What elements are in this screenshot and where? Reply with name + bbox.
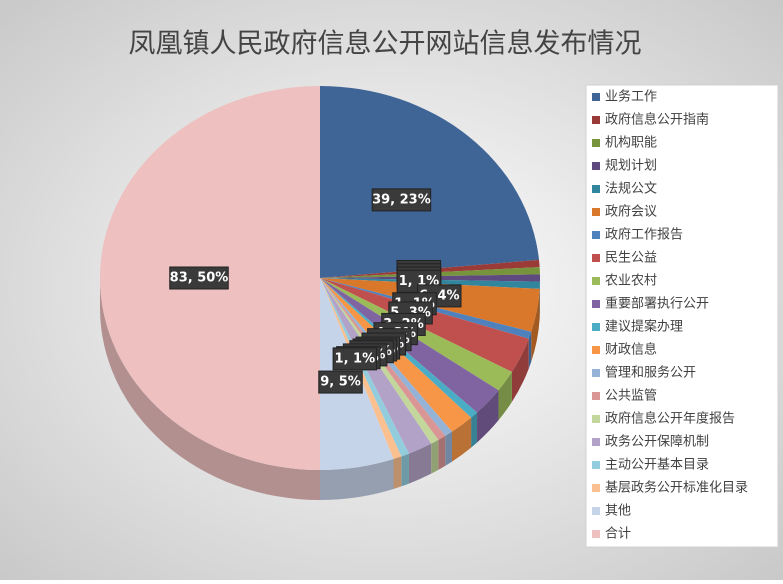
legend-swatch — [592, 277, 600, 285]
legend-swatch — [592, 461, 600, 469]
legend-label: 政府会议 — [605, 205, 657, 220]
legend-swatch — [592, 530, 600, 538]
legend-swatch — [592, 323, 600, 331]
data-label: 83, 50% — [170, 271, 229, 286]
data-label-group: 1, 1% — [333, 348, 377, 370]
legend-swatch — [592, 185, 600, 193]
legend-label: 其他 — [605, 504, 631, 519]
legend-box — [586, 85, 778, 547]
legend-label: 政府工作报告 — [605, 228, 683, 243]
chart-title: 凤凰镇人民政府信息公开网站信息发布情况 — [129, 29, 642, 60]
data-label-group: 9, 5% — [319, 371, 363, 393]
legend-swatch — [592, 208, 600, 216]
legend-label: 民生公益 — [605, 251, 657, 266]
legend-swatch — [592, 415, 600, 423]
data-label: 1, 1% — [335, 351, 376, 366]
legend-swatch — [592, 162, 600, 170]
legend-swatch — [592, 438, 600, 446]
pie-slice-side — [445, 432, 452, 466]
legend-swatch — [592, 116, 600, 124]
legend-swatch — [592, 139, 600, 147]
legend-label: 政府信息公开指南 — [605, 112, 709, 128]
legend-swatch — [592, 231, 600, 239]
legend-swatch — [592, 254, 600, 262]
legend-swatch — [592, 507, 600, 515]
legend-label: 业务工作 — [605, 89, 657, 105]
data-label-group: 39, 23% — [372, 189, 431, 211]
legend-label: 合计 — [605, 527, 631, 542]
legend-swatch — [592, 484, 600, 492]
legend-swatch — [592, 93, 600, 101]
legend-label: 重要部署执行公开 — [605, 296, 709, 312]
legend-label: 财政信息 — [605, 342, 657, 358]
legend-swatch — [592, 369, 600, 377]
legend-swatch — [592, 300, 600, 308]
data-label: 39, 23% — [372, 192, 431, 207]
pie-slice-side — [431, 440, 438, 474]
legend-label: 法规公文 — [605, 182, 657, 197]
data-label: 9, 5% — [320, 375, 361, 390]
pie-slice-side — [471, 412, 477, 447]
pie-slice-side — [401, 454, 409, 487]
legend-label: 政府信息公开年度报告 — [605, 411, 735, 427]
legend-label: 政务公开保障机制 — [605, 434, 709, 450]
legend-label: 机构职能 — [605, 136, 657, 151]
legend-label: 规划计划 — [605, 159, 657, 174]
legend-swatch — [592, 346, 600, 354]
legend-label: 主动公开基本目录 — [605, 458, 709, 473]
legend-label: 基层政务公开标准化目录 — [605, 480, 748, 496]
pie-slice-side — [394, 456, 402, 489]
data-label-group: 83, 50% — [170, 267, 229, 289]
pie-slice-side — [438, 436, 445, 470]
legend-label: 建议提案办理 — [605, 319, 683, 335]
legend-label: 管理和服务公开 — [605, 365, 696, 381]
legend-label: 公共监管 — [605, 389, 657, 404]
legend-swatch — [592, 392, 600, 400]
legend-label: 农业农村 — [605, 274, 657, 289]
